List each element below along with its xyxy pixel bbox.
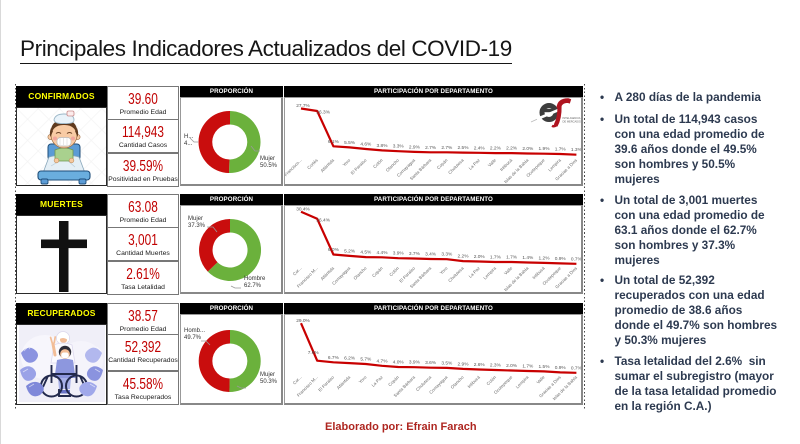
svg-text:0.9%: 0.9% [555, 365, 567, 371]
svg-text:2.0%: 2.0% [474, 254, 486, 260]
svg-text:3.7%: 3.7% [409, 251, 421, 257]
svg-text:La Paz: La Paz [468, 266, 481, 279]
svg-text:2.0%: 2.0% [506, 363, 518, 369]
svg-text:Cortés: Cortés [306, 157, 319, 170]
svg-text:Copán: Copán [371, 265, 384, 278]
svg-text:2.7%: 2.7% [441, 145, 453, 151]
svg-text:2.5%: 2.5% [458, 145, 470, 151]
svg-text:Colón: Colón [485, 374, 497, 386]
svg-text:7.6%: 7.6% [308, 350, 320, 356]
svg-text:Cor...: Cor... [292, 266, 303, 277]
svg-text:3.6%: 3.6% [425, 360, 437, 366]
svg-text:3.3%: 3.3% [441, 252, 453, 258]
svg-text:2.7%: 2.7% [425, 145, 437, 151]
svg-text:1.7%: 1.7% [506, 255, 518, 261]
svg-text:Atlántida: Atlántida [319, 157, 335, 173]
svg-text:3.9%: 3.9% [393, 251, 405, 257]
svg-text:Atlántida: Atlántida [336, 374, 352, 390]
svg-text:26.4%: 26.4% [316, 217, 330, 223]
svg-text:Choluteca: Choluteca [447, 265, 465, 283]
svg-text:Lempira: Lempira [482, 265, 497, 280]
svg-text:Choluteca: Choluteca [447, 157, 465, 175]
svg-text:Copán: Copán [436, 157, 449, 170]
svg-text:Colón: Colón [388, 265, 400, 277]
svg-text:27.7%: 27.7% [296, 103, 310, 109]
svg-text:2.2%: 2.2% [506, 146, 518, 152]
svg-text:4.5%: 4.5% [360, 250, 372, 256]
svg-text:6.2%: 6.2% [344, 356, 356, 362]
svg-text:Olancho: Olancho [385, 157, 400, 172]
svg-text:0.7%: 0.7% [571, 256, 583, 262]
svg-text:4.6%: 4.6% [360, 142, 372, 148]
svg-text:Cor...: Cor... [292, 375, 303, 386]
svg-text:1.7%: 1.7% [490, 255, 502, 261]
svg-text:2.6%: 2.6% [474, 362, 486, 368]
svg-text:3.3%: 3.3% [393, 144, 405, 150]
svg-text:INTELIGENCIA: INTELIGENCIA [563, 116, 581, 120]
svg-text:1.7%: 1.7% [555, 147, 567, 153]
svg-text:El Paraíso: El Paraíso [350, 157, 368, 175]
svg-text:DE MERCADOS: DE MERCADOS [563, 120, 583, 124]
svg-text:5.2%: 5.2% [344, 248, 356, 254]
svg-text:Copán: Copán [387, 374, 400, 387]
svg-text:2.0%: 2.0% [522, 146, 534, 152]
svg-text:1.7%: 1.7% [522, 364, 534, 370]
svg-text:5.5%: 5.5% [344, 140, 356, 146]
svg-text:Yoro: Yoro [358, 374, 368, 384]
svg-text:2.2%: 2.2% [490, 146, 502, 152]
svg-text:Intibucá: Intibucá [499, 157, 514, 172]
svg-text:2.9%: 2.9% [409, 144, 421, 150]
svg-text:1.3%: 1.3% [571, 147, 583, 153]
svg-text:Francisco...: Francisco... [285, 158, 303, 178]
svg-text:El Paraíso: El Paraíso [317, 374, 335, 392]
svg-text:4.0%: 4.0% [393, 360, 405, 366]
svg-text:Valle: Valle [535, 374, 546, 385]
svg-text:26.3%: 26.3% [316, 110, 330, 116]
svg-text:2.2%: 2.2% [458, 254, 470, 260]
svg-text:Olancho: Olancho [450, 374, 465, 389]
svg-text:1.9%: 1.9% [539, 146, 551, 152]
svg-text:0.9%: 0.9% [555, 256, 567, 262]
svg-text:6.7%: 6.7% [328, 355, 340, 361]
svg-text:Lempira: Lempira [515, 374, 530, 389]
svg-text:1.4%: 1.4% [522, 255, 534, 261]
svg-text:6.1%: 6.1% [328, 139, 340, 145]
svg-text:3.5%: 3.5% [441, 360, 453, 366]
svg-text:Valle: Valle [487, 157, 498, 168]
svg-text:2.3%: 2.3% [490, 363, 502, 369]
svg-text:5.7%: 5.7% [360, 357, 372, 363]
svg-text:Intibucá: Intibucá [466, 374, 481, 389]
svg-text:Lempira: Lempira [547, 157, 562, 172]
svg-text:3.9%: 3.9% [409, 360, 421, 366]
svg-text:0.7%: 0.7% [571, 365, 583, 371]
svg-text:3.4%: 3.4% [425, 252, 437, 258]
svg-text:4.7%: 4.7% [377, 358, 389, 364]
svg-text:Atlántida: Atlántida [319, 265, 335, 281]
svg-text:6.0%: 6.0% [328, 247, 340, 253]
svg-text:Intibucá: Intibucá [531, 265, 546, 280]
svg-text:3.8%: 3.8% [377, 143, 389, 149]
svg-text:Colón: Colón [372, 157, 384, 169]
svg-text:La Paz: La Paz [468, 158, 481, 171]
svg-text:29.0%: 29.0% [296, 318, 310, 324]
svg-text:Yoro: Yoro [341, 157, 351, 167]
svg-text:2.9%: 2.9% [458, 361, 470, 367]
svg-text:30.4%: 30.4% [296, 206, 310, 212]
svg-text:1.5%: 1.5% [539, 364, 551, 370]
svg-text:1.2%: 1.2% [539, 255, 551, 261]
svg-text:Yoro: Yoro [439, 265, 449, 275]
svg-text:Valle: Valle [503, 265, 514, 276]
svg-text:4.4%: 4.4% [377, 250, 389, 256]
svg-text:Olancho: Olancho [352, 265, 367, 280]
svg-text:2.4%: 2.4% [474, 145, 486, 151]
svg-text:La Paz: La Paz [371, 375, 384, 388]
